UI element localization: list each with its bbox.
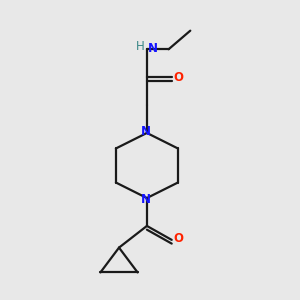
Text: N: N <box>141 193 151 206</box>
Text: N: N <box>148 42 158 55</box>
Text: N: N <box>141 124 151 138</box>
Text: O: O <box>173 232 184 245</box>
Text: H: H <box>136 40 145 53</box>
Text: O: O <box>173 71 184 84</box>
